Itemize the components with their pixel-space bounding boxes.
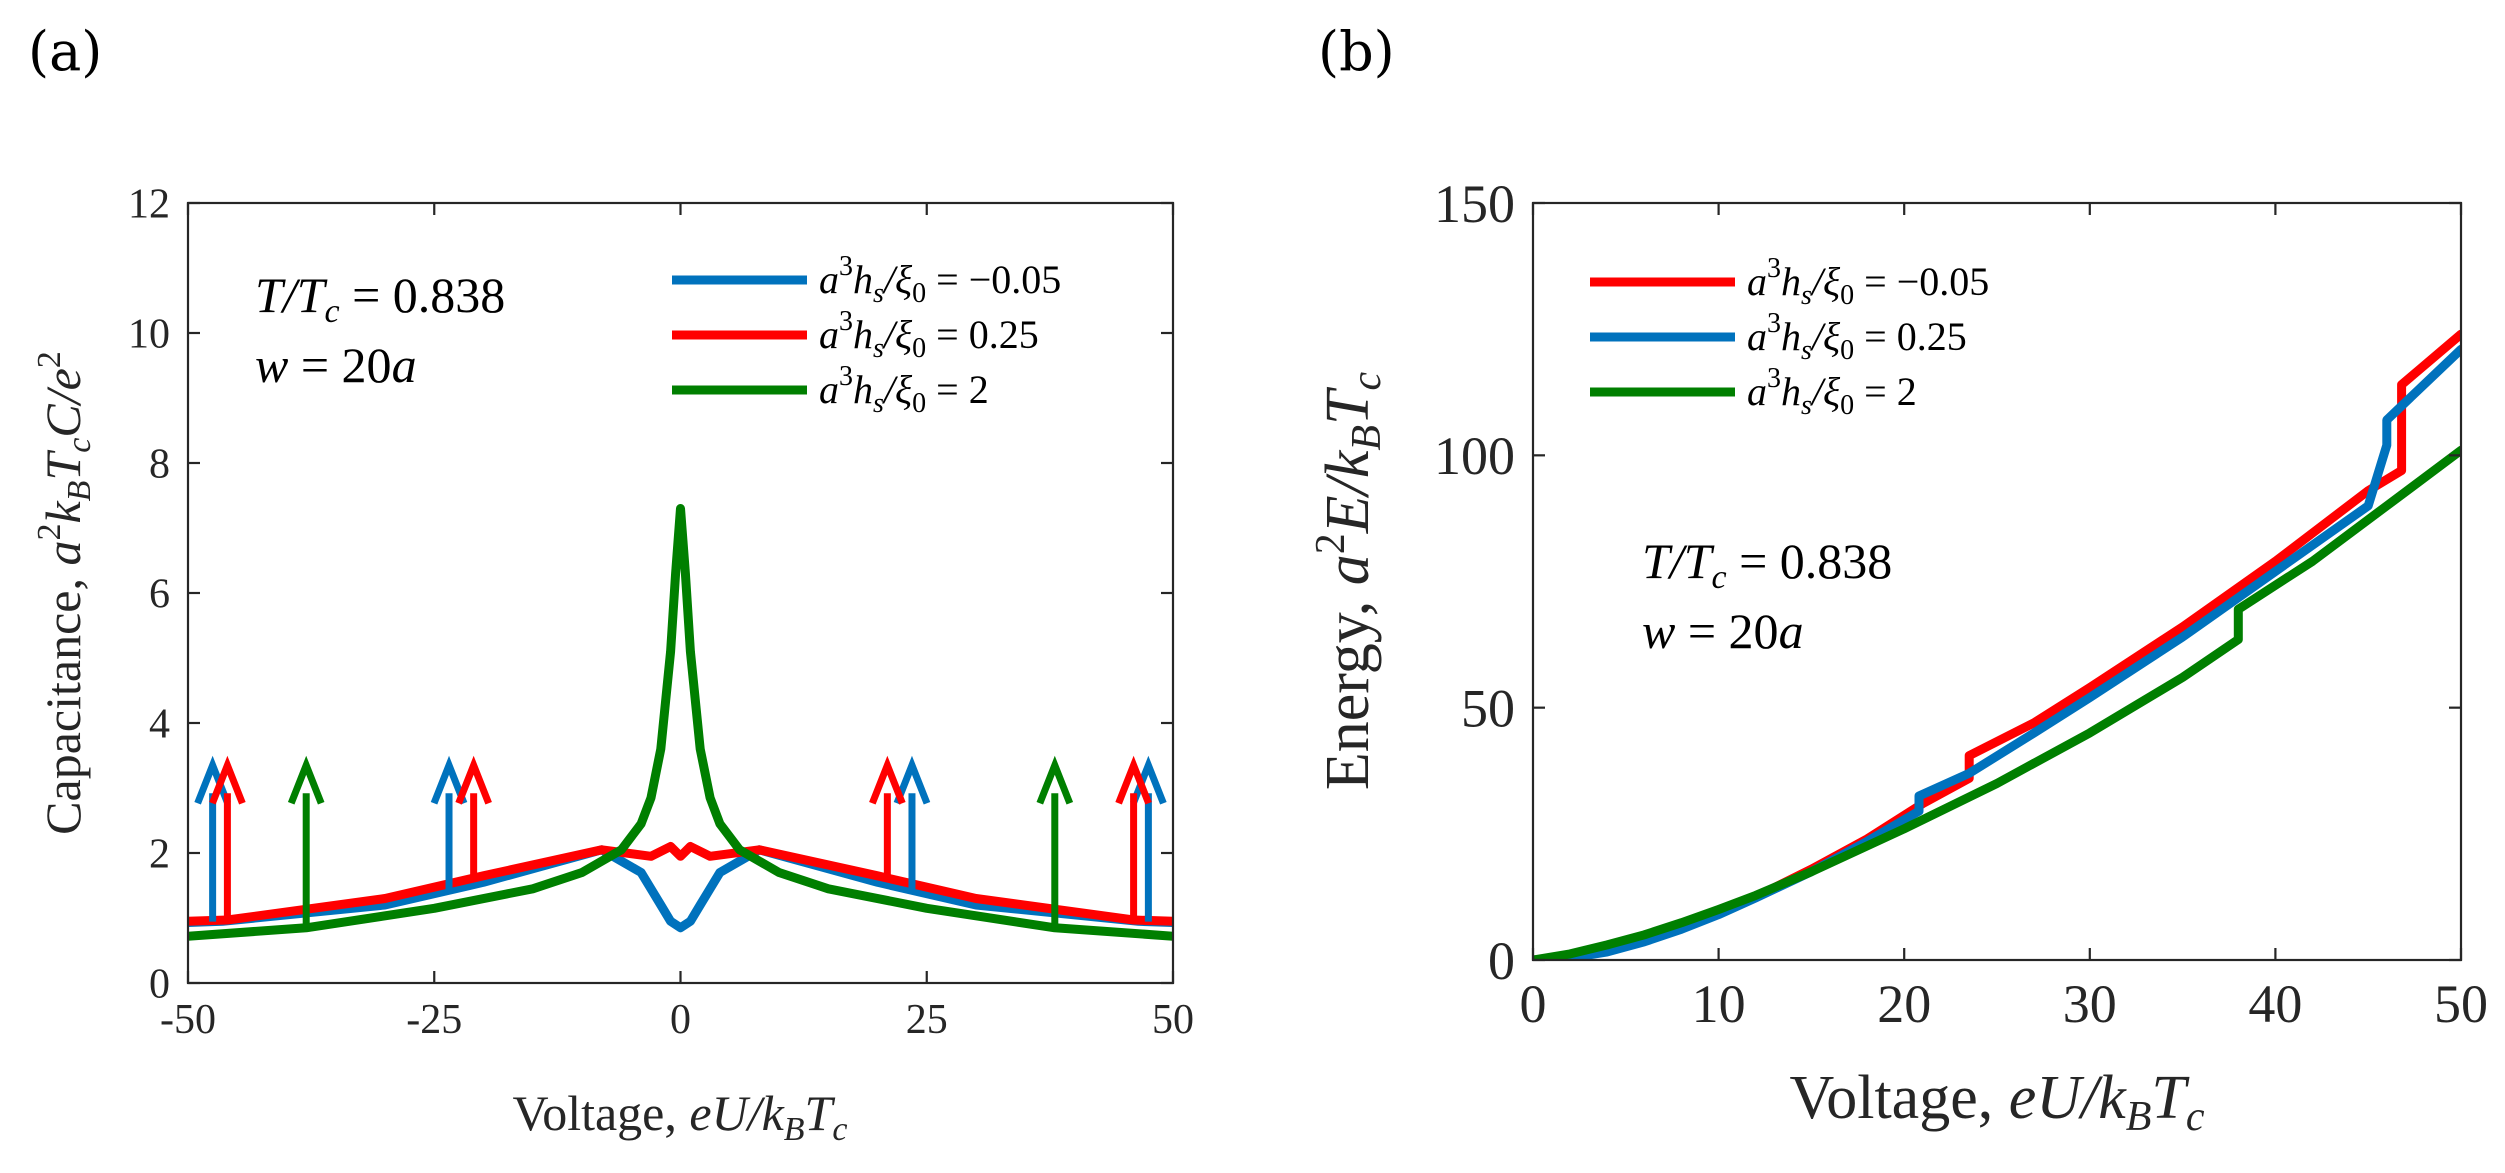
annotation-b-line2: w = 20a xyxy=(1642,603,1804,659)
series-line-b-2 xyxy=(1533,445,2461,960)
arrow-a-0-2 xyxy=(893,755,931,891)
legend-entry-a-0: a3hs/ξ0 = −0.05 xyxy=(672,251,1061,309)
y-tick-label-a-2: 4 xyxy=(149,702,170,748)
axes-box-b xyxy=(1531,201,2463,962)
arrow-a-0-1 xyxy=(430,755,468,891)
legend-entry-b-0: a3hs/ξ0 = −0.05 xyxy=(1590,253,1989,311)
x-tick-label-b-1: 10 xyxy=(1692,974,1746,1034)
panel-b: (b) 0 10 20 30 40 50 0 50 100 150 Voltage, eU/kBT… xyxy=(1308,20,2488,1140)
annotation-a-line1: T/Tc = 0.838 xyxy=(255,267,505,330)
y-axis-label-a: Capacitance, a2kBTcC/e2 xyxy=(31,351,98,835)
y-tick-label-b-1: 50 xyxy=(1461,679,1515,739)
arrow-a-1-2 xyxy=(869,755,906,879)
panel-label-b: (b) xyxy=(1318,20,1395,83)
y-axis-label-b: Energy, a2E/kBTc xyxy=(1308,372,1390,791)
y-tick-label-b-3: 150 xyxy=(1434,174,1515,234)
plot-area-b xyxy=(1533,329,2461,960)
x-tick-label-a-1: -25 xyxy=(406,997,462,1043)
x-tick-label-b-5: 50 xyxy=(2434,974,2488,1034)
x-tick-label-b-4: 40 xyxy=(2248,974,2302,1034)
annotation-b: T/Tc = 0.838 w = 20a xyxy=(1642,533,1892,659)
legend-entry-a-1: a3hs/ξ0 = 0.25 xyxy=(672,306,1039,364)
arrow-a-2-1 xyxy=(1036,755,1074,928)
x-axis-label-b: Voltage, eU/kBTc xyxy=(1789,1064,2204,1140)
x-tick-label-b-0: 0 xyxy=(1520,974,1547,1034)
y-tick-label-a-5: 10 xyxy=(128,312,170,358)
annotation-a-line2: w = 20a xyxy=(255,337,417,393)
legend-label: a3hs/ξ0 = 2 xyxy=(1747,363,1917,421)
x-tick-label-a-2: 0 xyxy=(670,997,691,1043)
x-tick-label-a-3: 25 xyxy=(906,997,948,1043)
y-tick-label-a-6: 12 xyxy=(128,182,170,228)
ticks-b: 0 10 20 30 40 50 0 50 100 150 xyxy=(1434,174,2488,1034)
y-tick-label-a-3: 6 xyxy=(149,572,170,618)
series-line-b-1 xyxy=(1533,344,2461,960)
ticks-a: -50 -25 0 25 50 0 2 4 6 8 10 12 xyxy=(128,182,1194,1043)
legend-entry-b-1: a3hs/ξ0 = 0.25 xyxy=(1590,308,1967,366)
arrow-a-1-1 xyxy=(455,755,492,879)
x-tick-label-a-4: 50 xyxy=(1152,997,1194,1043)
plot-area-a xyxy=(188,504,1173,941)
series-group-b xyxy=(1533,329,2461,960)
series-group-a xyxy=(188,504,1173,941)
legend-label: a3hs/ξ0 = −0.05 xyxy=(819,251,1061,309)
arrow-a-2-0 xyxy=(287,755,325,928)
legend-label: a3hs/ξ0 = 2 xyxy=(819,361,989,419)
y-tick-label-a-1: 2 xyxy=(149,832,170,878)
legend-label: a3hs/ξ0 = 0.25 xyxy=(819,306,1039,364)
series-line-a-0 xyxy=(188,845,1173,933)
arrow-a-0-0 xyxy=(194,755,231,922)
legend-entry-b-2: a3hs/ξ0 = 2 xyxy=(1590,363,1917,421)
legend-entry-a-2: a3hs/ξ0 = 2 xyxy=(672,361,989,419)
panel-a: (a) -50 -25 0 25 50 0 2 4 6 8 10 12 Voltage, eU/kBT… xyxy=(28,20,1194,1148)
x-tick-label-a-0: -50 xyxy=(160,997,216,1043)
arrow-a-1-3 xyxy=(1115,755,1152,920)
y-tick-label-a-4: 8 xyxy=(149,442,170,488)
panel-label-a: (a) xyxy=(28,20,102,83)
arrow-a-0-3 xyxy=(1130,755,1167,922)
x-tick-label-b-2: 20 xyxy=(1877,974,1931,1034)
y-tick-label-a-0: 0 xyxy=(149,962,170,1008)
annotation-a: T/Tc = 0.838 w = 20a xyxy=(255,267,505,393)
annotation-b-line1: T/Tc = 0.838 xyxy=(1642,533,1892,596)
y-tick-label-b-0: 0 xyxy=(1488,931,1515,991)
arrow-a-1-0 xyxy=(209,755,246,920)
series-line-a-2 xyxy=(188,504,1173,941)
y-tick-label-b-2: 100 xyxy=(1434,426,1515,486)
x-axis-label-a: Voltage, eU/kBTc xyxy=(513,1085,848,1148)
x-tick-label-b-3: 30 xyxy=(2063,974,2117,1034)
legend-label: a3hs/ξ0 = −0.05 xyxy=(1747,253,1989,311)
legend-label: a3hs/ξ0 = 0.25 xyxy=(1747,308,1967,366)
